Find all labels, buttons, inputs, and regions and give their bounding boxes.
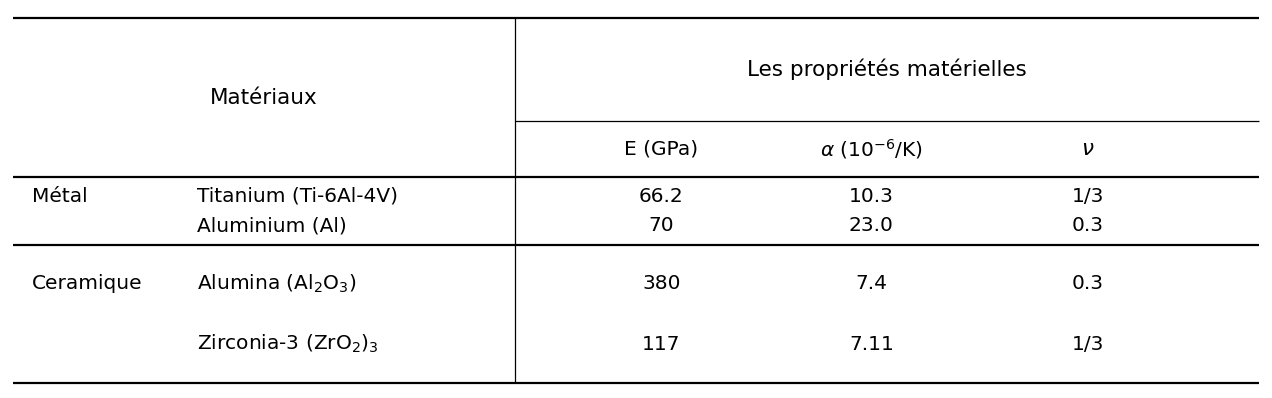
Text: Matériaux: Matériaux [210, 88, 318, 107]
Text: Zirconia-3 (ZrO$_{2}$)$_{3}$: Zirconia-3 (ZrO$_{2}$)$_{3}$ [197, 333, 379, 355]
Text: 66.2: 66.2 [639, 187, 684, 205]
Text: E (GPa): E (GPa) [625, 140, 698, 159]
Text: Les propriétés matérielles: Les propriétés matérielles [748, 59, 1027, 80]
Text: 7.4: 7.4 [855, 274, 888, 293]
Text: 10.3: 10.3 [848, 187, 894, 205]
Text: 380: 380 [642, 274, 681, 293]
Text: Aluminium (Al): Aluminium (Al) [197, 217, 347, 235]
Text: 0.3: 0.3 [1071, 217, 1104, 235]
Text: Métal: Métal [32, 187, 88, 205]
Text: $\alpha\ \mathregular{(10^{-6}/K)}$: $\alpha\ \mathregular{(10^{-6}/K)}$ [820, 137, 922, 161]
Text: Alumina (Al$_{2}$O$_{3}$): Alumina (Al$_{2}$O$_{3}$) [197, 272, 356, 295]
Text: 70: 70 [649, 217, 674, 235]
Text: 0.3: 0.3 [1071, 274, 1104, 293]
Text: 1/3: 1/3 [1071, 335, 1104, 354]
Text: 23.0: 23.0 [848, 217, 894, 235]
Text: 117: 117 [642, 335, 681, 354]
Text: 7.11: 7.11 [848, 335, 894, 354]
Text: $\nu$: $\nu$ [1081, 139, 1094, 159]
Text: 1/3: 1/3 [1071, 187, 1104, 205]
Text: Ceramique: Ceramique [32, 274, 142, 293]
Text: Titanium (Ti-6Al-4V): Titanium (Ti-6Al-4V) [197, 187, 398, 205]
